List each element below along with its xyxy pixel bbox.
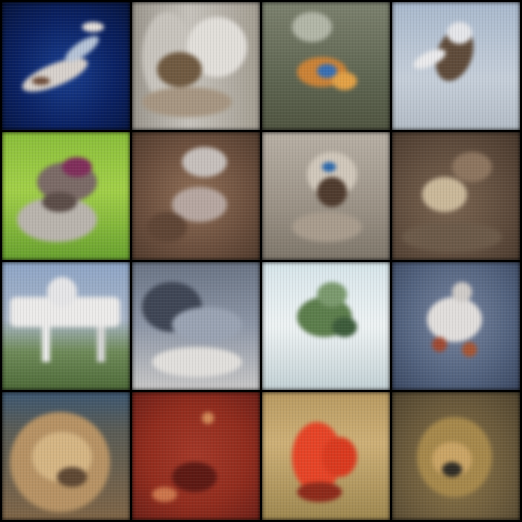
grid-tile-13 <box>2 392 130 520</box>
grid-tile-14 <box>132 392 260 520</box>
grid-tile-15 <box>262 392 390 520</box>
grid-tile-9 <box>2 262 130 390</box>
grid-tile-12 <box>392 262 520 390</box>
grid-tile-1 <box>2 2 130 130</box>
grid-tile-6 <box>132 132 260 260</box>
grid-tile-16 <box>392 392 520 520</box>
grid-tile-4 <box>392 2 520 130</box>
grid-tile-11 <box>262 262 390 390</box>
grid-tile-3 <box>262 2 390 130</box>
grid-tile-5 <box>2 132 130 260</box>
grid-tile-7 <box>262 132 390 260</box>
grid-tile-10 <box>132 262 260 390</box>
grid-tile-2 <box>132 2 260 130</box>
grid-tile-8 <box>392 132 520 260</box>
